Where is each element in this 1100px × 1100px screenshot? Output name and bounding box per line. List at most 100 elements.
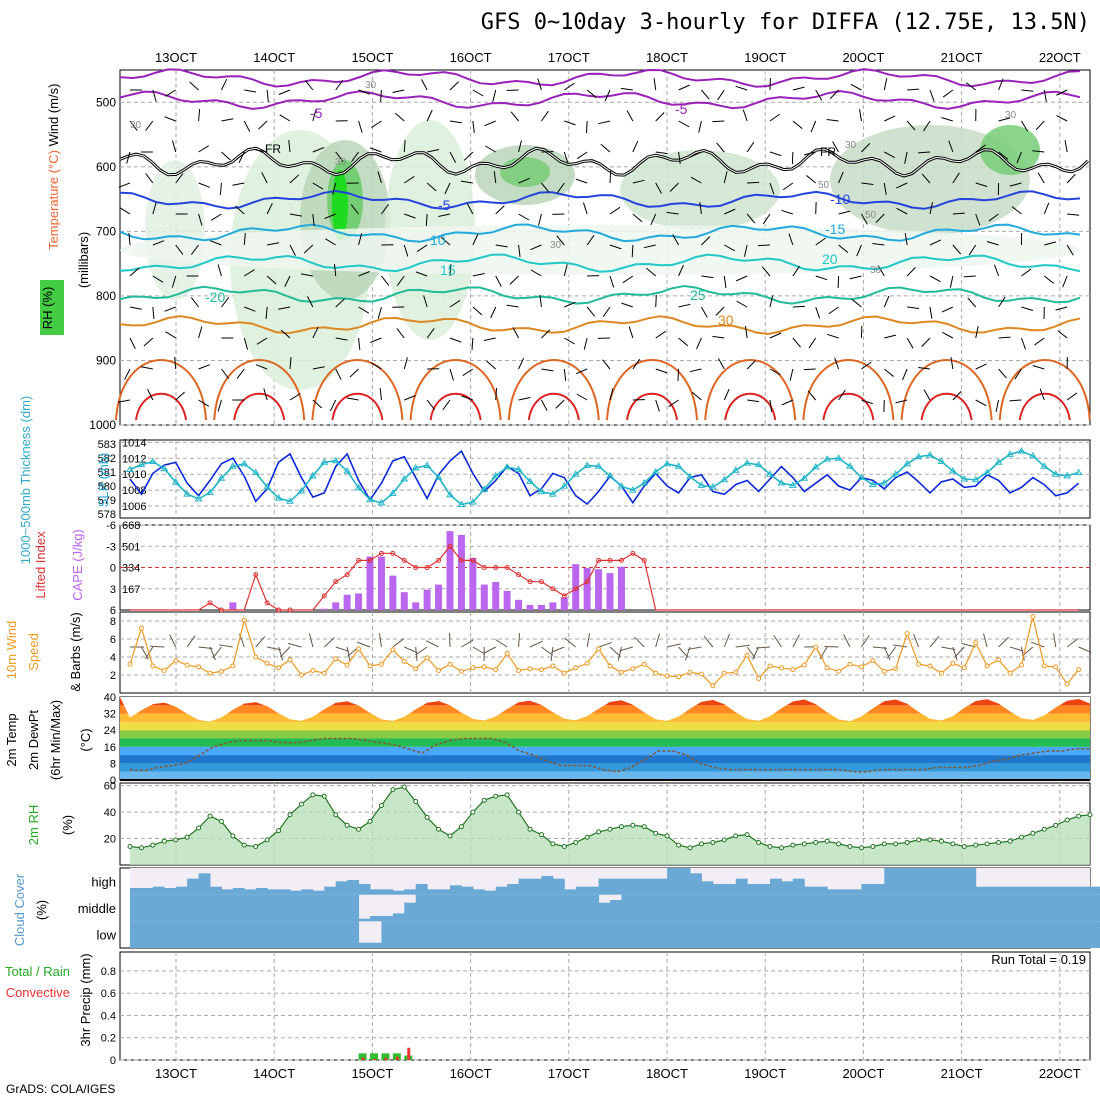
wind-speed-marker [504,650,510,656]
wind-barb [896,207,908,215]
wind-barb [358,120,363,133]
y-axis-label-wind-speed: Speed [26,633,41,671]
wind-barb [998,336,1011,339]
cloud-row-label: low [96,928,116,943]
wind-barb [792,86,805,91]
slp-marker [891,470,900,477]
temp-band [120,738,1090,747]
y-tick-label: 583 [98,439,116,451]
cloud-cell [507,894,520,922]
wind-barb [171,275,177,288]
slp-marker [926,451,934,458]
wind-barb [929,275,941,283]
cloud-cell [1067,894,1080,922]
wind-barb [449,81,459,91]
rh-marker [836,841,842,847]
cloud-cell [804,886,817,895]
isotherm-label: -5 [675,101,688,117]
rh-marker [321,793,327,799]
wind-barb [403,244,409,257]
lifted-index-marker [276,607,282,613]
wind-barb [678,264,684,277]
wind-barb [377,171,382,184]
wind-speed-marker [721,670,727,676]
wind-barb [598,120,611,125]
cloud-cell [530,921,542,948]
wind-barb [712,120,725,123]
wind-barb-10m [461,639,474,648]
wind-barb [461,395,474,401]
wind-barb [815,89,823,101]
slp-marker [948,467,957,474]
wind-speed-marker [836,668,842,674]
cloud-cell [552,894,565,922]
cape-bar [606,573,614,610]
wind-barb [518,213,530,221]
lifted-index-marker [333,579,339,585]
y-tick-label: 0 [110,1055,116,1067]
wind-barb [586,306,596,317]
wind-barb [358,271,370,277]
y-tick-label: 0.8 [101,966,116,978]
wind-barb [655,151,668,155]
wind-barb-10m [551,646,565,653]
cloud-cell [564,889,577,895]
wind-barb [540,399,548,411]
cloud-cell [952,868,965,895]
wind-barb [986,241,999,246]
rh-marker [207,813,213,819]
wind-barb [1020,337,1027,350]
cloud-cell [335,894,348,922]
rh-marker [436,826,442,832]
wind-speed-marker [881,668,887,674]
cloud-cell [1078,921,1091,948]
x-tick-label-top: 14OCT [253,50,295,65]
wind-barb [701,89,710,100]
wind-barb [715,306,725,316]
cape-bar [320,608,328,610]
cloud-cell [952,894,965,922]
x-tick-label-bottom: 13OCT [155,1066,197,1081]
wind-speed-marker [184,662,190,668]
cloud-cell [815,886,828,895]
isotherm-loop [704,359,797,421]
y-tick-label: 0.6 [101,988,116,1000]
wind-barb [952,391,962,401]
cloud-cell [575,894,588,922]
wind-speed-marker [321,670,327,676]
y-tick-label: 579 [98,495,116,507]
cloud-cell [964,894,977,922]
lifted-index-marker [424,565,430,570]
wind-barb [152,89,157,102]
cloud-cell [815,921,828,948]
wind-barb [769,295,774,308]
cape-bar [423,589,431,610]
isotherm-line [119,223,1081,243]
y-tick-label: 6 [110,634,116,646]
cloud-cell [461,921,474,948]
wind-barb [1066,244,1074,256]
isotherm-loop [527,392,580,421]
cloud-cell [438,889,451,895]
cloud-cell [838,889,851,895]
wind-barb [884,115,896,122]
wind-barb [1056,115,1068,122]
temp-band [120,746,1090,756]
y-tick-label: 40 [104,807,116,819]
x-tick-label-bottom: 22OCT [1039,1066,1081,1081]
wind-barb [263,388,268,401]
lifted-index-marker [436,557,442,563]
wind-barb [564,337,575,345]
y-axis-label-degc: (°C) [78,728,93,751]
cloud-cell [244,889,257,895]
wind-barb [655,368,668,374]
cloud-cell [907,921,920,948]
cloud-cell [164,894,177,922]
cloud-cell [747,884,760,895]
wind-barb [267,242,280,246]
cloud-cell [587,886,600,895]
wind-barb [335,368,342,380]
cape-bar [457,534,465,610]
cloud-cell [152,894,165,922]
cloud-cell [152,886,165,895]
